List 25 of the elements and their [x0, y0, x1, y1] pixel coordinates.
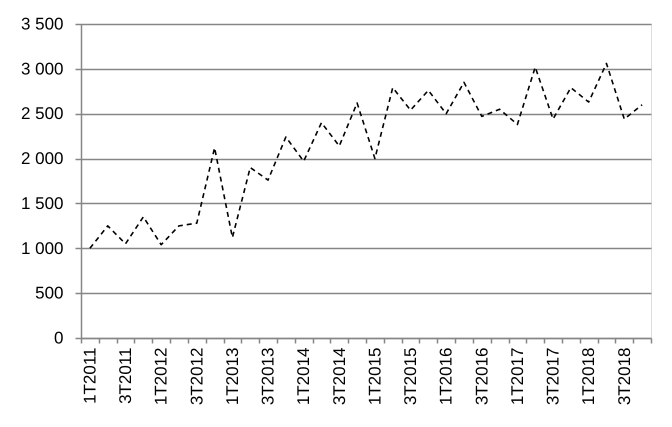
x-tick-label: 1T2017	[508, 348, 527, 406]
x-tick-label: 1T2014	[294, 348, 314, 406]
x-tick-label: 3T2014	[330, 348, 349, 406]
x-tick-label: 3T2017	[544, 348, 563, 406]
y-tick-label: 500	[35, 284, 64, 303]
y-tick-label: 0	[54, 328, 64, 348]
x-tick-label: 3T2018	[614, 348, 634, 406]
x-tick-label: 1T2018	[579, 348, 598, 406]
line-series	[89, 62, 643, 250]
y-tick-label: 1 500	[20, 194, 64, 213]
x-tick-label: 3T2013	[258, 348, 278, 406]
y-tick-label: 3 000	[20, 59, 64, 78]
x-tick-label: 3T2012	[187, 348, 206, 406]
x-tick-label: 1T2012	[152, 348, 171, 406]
x-tick-label: 1T2011	[80, 348, 100, 404]
x-tick-label: 1T2015	[365, 348, 384, 406]
y-tick-label: 3 500	[20, 14, 64, 34]
y-tick-label: 2 500	[20, 104, 64, 124]
x-tick-label: 1T2013	[222, 348, 242, 406]
x-tick-label: 1T2016	[436, 348, 456, 406]
y-tick-label: 1 000	[20, 238, 64, 258]
x-tick-label: 3T2011	[116, 348, 136, 404]
y-tick-label: 2 000	[20, 149, 64, 168]
x-tick-label: 3T2016	[472, 348, 492, 406]
x-tick-label: 3T2015	[401, 348, 420, 406]
